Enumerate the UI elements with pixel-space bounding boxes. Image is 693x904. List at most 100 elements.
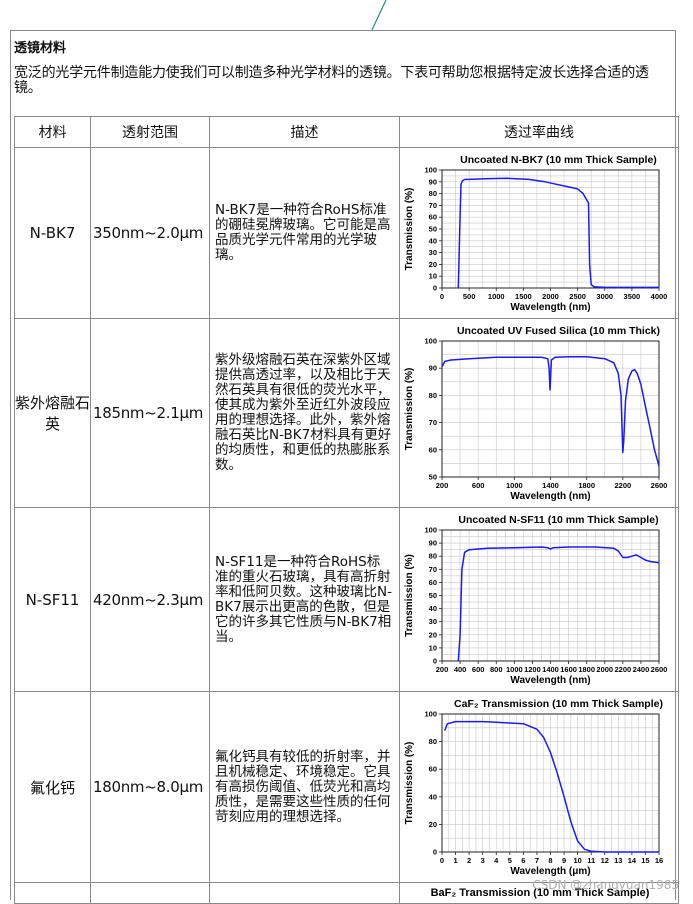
y-tick-label: 40 bbox=[429, 792, 437, 801]
y-tick-label: 60 bbox=[429, 445, 437, 454]
x-tick-label: 1000 bbox=[506, 665, 523, 674]
range-cell bbox=[90, 882, 210, 904]
x-tick-label: 16 bbox=[655, 856, 663, 865]
x-tick-label: 1400 bbox=[542, 481, 559, 490]
x-tick-label: 1200 bbox=[524, 665, 541, 674]
y-tick-label: 50 bbox=[429, 591, 437, 600]
x-tick-label: 15 bbox=[641, 856, 649, 865]
x-tick-label: 4000 bbox=[651, 292, 668, 301]
material-cell: N-SF11 bbox=[14, 507, 91, 692]
description-cell: N-BK7是一种符合RoHS标准的硼硅冕牌玻璃。它可能是高品质光学元件常用的光学… bbox=[209, 147, 400, 319]
y-tick-label: 70 bbox=[429, 418, 437, 427]
x-tick-label: 8 bbox=[548, 856, 552, 865]
x-tick-label: 7 bbox=[535, 856, 539, 865]
transmission-chart-nsf11: Uncoated N-SF11 (10 mm Thick Sample) 200 4… bbox=[404, 514, 668, 686]
y-tick-label: 80 bbox=[429, 189, 437, 198]
y-tick-label: 100 bbox=[424, 526, 437, 535]
x-tick-label: 200 bbox=[436, 481, 449, 490]
transmission-chart-uvfs: Uncoated UV Fused Silica (10 mm Thick) 20… bbox=[404, 325, 668, 502]
y-tick-label: 20 bbox=[429, 820, 437, 829]
material-cell: 紫外熔融石英 bbox=[14, 318, 91, 508]
y-tick-label: 50 bbox=[429, 225, 437, 234]
curve-cell: Uncoated N-BK7 (10 mm Thick Sample) 0 500 1… bbox=[399, 147, 679, 319]
x-tick-label: 4 bbox=[494, 856, 499, 865]
curve-cell: Uncoated N-SF11 (10 mm Thick Sample) 200 4… bbox=[399, 507, 679, 692]
y-tick-label: 10 bbox=[429, 643, 437, 652]
x-tick-label: 2200 bbox=[614, 665, 631, 674]
transmission-series-line bbox=[457, 546, 660, 662]
y-tick-label: 80 bbox=[429, 552, 437, 561]
x-tick-label: 1800 bbox=[578, 481, 595, 490]
header-range: 透射范围 bbox=[90, 116, 210, 148]
y-tick-label: 90 bbox=[429, 539, 437, 548]
y-tick-label: 70 bbox=[429, 201, 437, 210]
y-tick-label: 80 bbox=[429, 391, 437, 400]
x-tick-label: 1800 bbox=[578, 665, 595, 674]
y-tick-label: 20 bbox=[429, 260, 437, 269]
range-cell: 350nm~2.0μm bbox=[90, 147, 210, 319]
header-material: 材料 bbox=[14, 116, 91, 148]
x-tick-label: 11 bbox=[587, 856, 595, 865]
x-tick-label: 200 bbox=[436, 665, 449, 674]
x-tick-label: 1500 bbox=[515, 292, 532, 301]
y-axis-label: Transmission (%) bbox=[404, 554, 415, 637]
material-cell bbox=[14, 882, 91, 904]
x-axis-label: Wavelength (nm) bbox=[510, 491, 590, 502]
curve-cell: CaF₂ Transmission (10 mm Thick Sample) 0 1… bbox=[399, 691, 679, 883]
x-tick-label: 2600 bbox=[651, 481, 668, 490]
intro-paragraph: 宽泛的光学元件制造能力使我们可以制造多种光学材料的透镜。下表可帮助您根据特定波长… bbox=[14, 65, 649, 96]
watermark: CSDN @zhangyuan1985 bbox=[532, 878, 679, 892]
description-cell: N-SF11是一种符合RoHS标准的重火石玻璃，具有高折射率和低阿贝数。这种玻璃… bbox=[209, 507, 400, 692]
x-tick-label: 800 bbox=[490, 665, 503, 674]
x-tick-label: 2 bbox=[467, 856, 471, 865]
header-curve: 透过率曲线 bbox=[399, 116, 679, 148]
x-tick-label: 2000 bbox=[542, 292, 559, 301]
y-axis-label: Transmission (%) bbox=[404, 368, 415, 451]
y-tick-label: 60 bbox=[429, 765, 437, 774]
x-tick-label: 2400 bbox=[633, 665, 650, 674]
curve-cell: Uncoated UV Fused Silica (10 mm Thick) 20… bbox=[399, 318, 679, 508]
x-tick-label: 0 bbox=[440, 292, 444, 301]
x-tick-label: 2600 bbox=[651, 665, 668, 674]
x-axis-label: Wavelength (nm) bbox=[510, 302, 590, 313]
x-tick-label: 14 bbox=[628, 856, 637, 865]
transmission-series-line bbox=[457, 177, 659, 289]
section-heading: 透镜材料 bbox=[14, 41, 67, 56]
lens-material-table: 材料 透射范围 描述 透过率曲线 N-BK7 350nm~2.0μm N-BK7… bbox=[14, 116, 679, 904]
y-tick-label: 90 bbox=[429, 177, 437, 186]
x-tick-label: 6 bbox=[521, 856, 525, 865]
y-axis-label: Transmission (%) bbox=[404, 188, 415, 271]
chart-title: Uncoated N-BK7 (10 mm Thick Sample) bbox=[460, 154, 657, 166]
x-tick-label: 500 bbox=[463, 292, 476, 301]
material-cell: 氟化钙 bbox=[14, 691, 91, 883]
x-tick-label: 600 bbox=[472, 481, 485, 490]
transmission-series-line bbox=[444, 720, 659, 853]
x-tick-label: 2500 bbox=[569, 292, 586, 301]
transmission-series-line bbox=[441, 356, 660, 467]
y-tick-label: 90 bbox=[429, 364, 437, 373]
chart-title: Uncoated N-SF11 (10 mm Thick Sample) bbox=[458, 514, 658, 526]
y-tick-label: 0 bbox=[433, 657, 437, 666]
transmission-chart-nbk7: Uncoated N-BK7 (10 mm Thick Sample) 0 500 1… bbox=[404, 154, 668, 313]
x-tick-label: 3500 bbox=[624, 292, 641, 301]
chart-title: CaF₂ Transmission (10 mm Thick Sample) bbox=[454, 698, 663, 710]
y-tick-label: 70 bbox=[429, 565, 437, 574]
x-tick-label: 3 bbox=[481, 856, 485, 865]
x-tick-label: 1000 bbox=[488, 292, 505, 301]
y-tick-label: 50 bbox=[429, 473, 437, 482]
table-row: N-BK7 350nm~2.0μm N-BK7是一种符合RoHS标准的硼硅冕牌玻… bbox=[14, 147, 679, 319]
y-tick-label: 80 bbox=[429, 737, 437, 746]
x-tick-label: 1600 bbox=[560, 665, 577, 674]
x-tick-label: 1 bbox=[453, 856, 457, 865]
y-tick-label: 100 bbox=[424, 166, 437, 175]
y-tick-label: 40 bbox=[429, 604, 437, 613]
y-tick-label: 0 bbox=[433, 848, 437, 857]
description-cell: 氟化钙具有较低的折射率，并且机械稳定、环境稳定。它具有高损伤阈值、低荧光和高均质… bbox=[209, 691, 400, 883]
table-row: N-SF11 420nm~2.3μm N-SF11是一种符合RoHS标准的重火石… bbox=[14, 507, 679, 692]
x-tick-label: 5 bbox=[508, 856, 512, 865]
x-tick-label: 2000 bbox=[596, 665, 613, 674]
y-tick-label: 30 bbox=[429, 617, 437, 626]
y-tick-label: 10 bbox=[429, 272, 437, 281]
material-cell: N-BK7 bbox=[14, 147, 91, 319]
description-cell bbox=[209, 882, 400, 904]
